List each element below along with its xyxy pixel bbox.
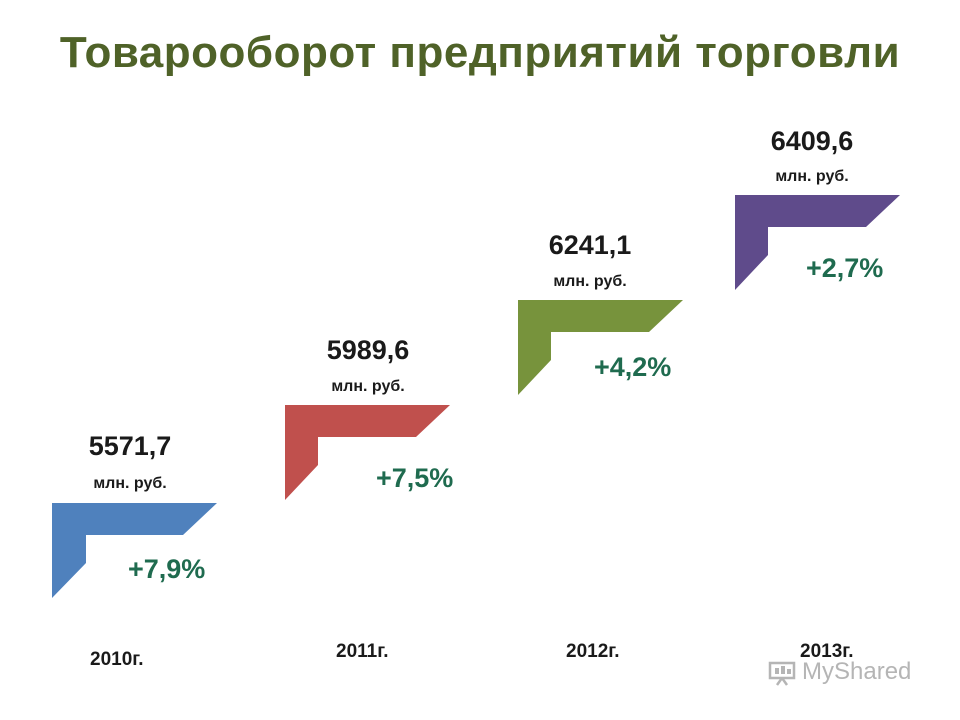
unit-label-2011: млн. руб.	[331, 378, 405, 395]
growth-label-2013: +2,7%	[806, 253, 884, 283]
unit-label-2010: млн. руб.	[93, 475, 167, 492]
watermark: MyShared	[768, 656, 948, 692]
value-label-2010: 5571,7	[88, 431, 172, 461]
value-label-2012: 6241,1	[548, 230, 632, 260]
value-label-2013: 6409,6	[770, 126, 854, 156]
unit-label-2012: млн. руб.	[553, 273, 627, 290]
step-bar-2010	[52, 503, 217, 598]
watermark-text: MyShared	[802, 658, 912, 685]
step-bar-2013	[735, 195, 900, 290]
chart-title: Товарооборот предприятий торговли	[59, 28, 901, 77]
year-label-2010: 2010г.	[90, 649, 144, 670]
step-bar-2012	[518, 300, 683, 395]
value-label-2011: 5989,6	[326, 335, 410, 365]
year-label-2012: 2012г.	[566, 641, 620, 662]
growth-label-2011: +7,5%	[376, 463, 454, 493]
step-bar-2011	[285, 405, 450, 500]
year-label-2011: 2011г.	[336, 641, 389, 662]
unit-label-2013: млн. руб.	[775, 168, 849, 185]
year-label-2013: 2013г.	[800, 641, 854, 662]
growth-label-2012: +4,2%	[594, 352, 672, 382]
growth-label-2010: +7,9%	[128, 554, 206, 584]
presentation-board-icon	[768, 661, 796, 686]
